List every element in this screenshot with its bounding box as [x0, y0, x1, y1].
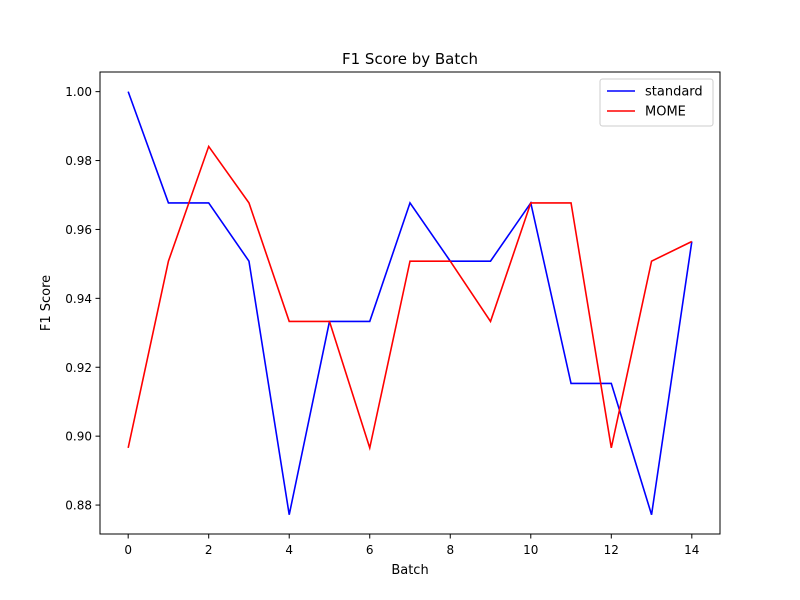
- y-tick-label: 1.00: [65, 85, 92, 99]
- series-layer: [127, 91, 693, 515]
- y-tick-label: 0.98: [65, 154, 92, 168]
- x-axis: 0 2 4 6 8 10 12 14: [124, 534, 699, 557]
- y-tick-label: 0.88: [65, 499, 92, 513]
- y-tick-label: 0.90: [65, 430, 92, 444]
- series-line-standard: [127, 91, 693, 515]
- x-tick-label: 8: [446, 543, 454, 557]
- x-tick-label: 4: [285, 543, 293, 557]
- x-tick-label: 6: [366, 543, 374, 557]
- x-tick-label: 2: [205, 543, 213, 557]
- x-tick-label: 0: [124, 543, 132, 557]
- x-tick-label: 10: [523, 543, 538, 557]
- x-axis-title: Batch: [391, 563, 428, 578]
- plot-area-frame: [99, 71, 721, 535]
- y-tick-label: 0.94: [65, 292, 92, 306]
- legend-label-mome: MOME: [645, 105, 686, 120]
- legend-label-standard: standard: [645, 85, 703, 100]
- legend: standard MOME: [599, 78, 714, 127]
- y-tick-label: 0.92: [65, 361, 92, 375]
- y-tick-label: 0.96: [65, 223, 92, 237]
- y-axis: 0.88 0.90 0.92 0.94 0.96 0.98 1.00: [65, 85, 100, 513]
- x-tick-label: 12: [604, 543, 619, 557]
- x-tick-label: 14: [684, 543, 699, 557]
- series-line-mome: [127, 144, 693, 451]
- y-axis-title: F1 Score: [39, 275, 54, 331]
- chart-title: F1 Score by Batch: [342, 50, 478, 68]
